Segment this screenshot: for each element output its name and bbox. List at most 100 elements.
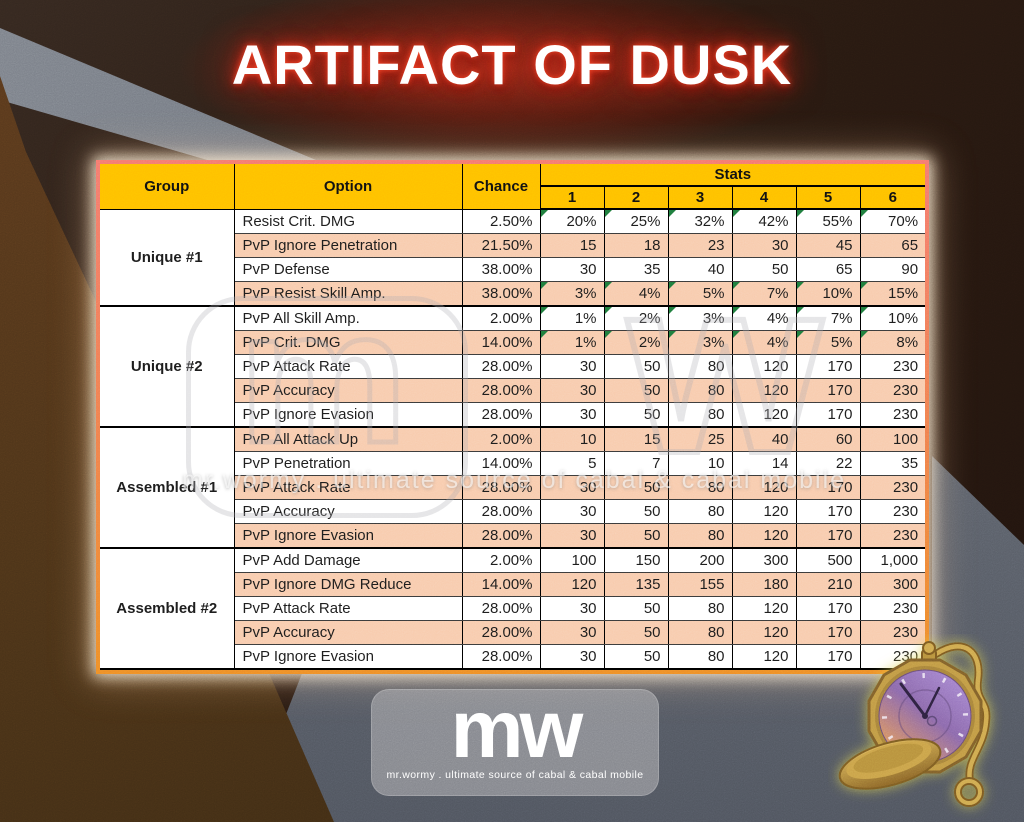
stat-cell: 120 — [732, 620, 797, 645]
stat-cell: 30 — [540, 644, 605, 670]
stat-cell: 50 — [604, 523, 669, 549]
stat-cell: 80 — [668, 644, 733, 670]
stat-cell: 30 — [732, 233, 797, 258]
option-cell: PvP Attack Rate — [234, 354, 463, 379]
stat-cell: 14 — [732, 451, 797, 476]
chance-cell: 28.00% — [462, 644, 541, 670]
option-cell: PvP Accuracy — [234, 499, 463, 524]
stat-cell: 120 — [732, 402, 797, 428]
stat-cell: 7% — [796, 306, 861, 331]
stat-cell: 30 — [540, 620, 605, 645]
stat-cell: 1% — [540, 306, 605, 331]
chance-cell: 28.00% — [462, 378, 541, 403]
stat-cell: 5% — [668, 281, 733, 307]
stat-cell: 40 — [668, 257, 733, 282]
mw-logo: mw — [450, 684, 584, 775]
group-cell: Unique #2 — [100, 306, 235, 428]
stat-cell: 1,000 — [860, 548, 926, 573]
chance-cell: 2.00% — [462, 427, 541, 452]
stat-cell: 8% — [860, 330, 926, 355]
stat-cell: 230 — [860, 475, 926, 500]
stat-cell: 100 — [860, 427, 926, 452]
stat-cell: 65 — [796, 257, 861, 282]
stat-cell: 120 — [732, 596, 797, 621]
stat-cell: 170 — [796, 523, 861, 549]
pocket-watch-icon — [838, 641, 991, 807]
stat-cell: 230 — [860, 378, 926, 403]
stat-cell: 230 — [860, 499, 926, 524]
stat-cell: 70% — [860, 209, 926, 234]
stat-cell: 7% — [732, 281, 797, 307]
logo-tagline: mr.wormy . ultimate source of cabal & ca… — [386, 769, 644, 781]
stat-cell: 15 — [540, 233, 605, 258]
stat-cell: 32% — [668, 209, 733, 234]
stats-table-body: Unique #1 Resist Crit. DMG 2.50% 20% 25% 32% 4… — [100, 209, 926, 670]
stat-cell: 200 — [668, 548, 733, 573]
stat-cell: 30 — [540, 378, 605, 403]
stat-cell: 170 — [796, 378, 861, 403]
stat-cell: 50 — [604, 620, 669, 645]
table-row: Assembled #2 PvP Add Damage 2.00% 100 150 200… — [100, 548, 926, 670]
stat-level-header: 1 — [540, 186, 605, 210]
stat-cell: 170 — [796, 499, 861, 524]
group-cell: Unique #1 — [100, 209, 235, 307]
stat-cell: 3% — [668, 306, 733, 331]
stat-cell: 2% — [604, 306, 669, 331]
stat-cell: 30 — [540, 499, 605, 524]
stat-level-header: 5 — [796, 186, 861, 210]
chance-cell: 14.00% — [462, 572, 541, 597]
stat-cell: 10 — [668, 451, 733, 476]
stat-cell: 55% — [796, 209, 861, 234]
stat-cell: 25% — [604, 209, 669, 234]
stat-cell: 170 — [796, 475, 861, 500]
stat-cell: 500 — [796, 548, 861, 573]
option-cell: PvP All Attack Up — [234, 427, 463, 452]
chance-cell: 14.00% — [462, 451, 541, 476]
option-cell: PvP Attack Rate — [234, 596, 463, 621]
group-cell: Assembled #2 — [100, 548, 235, 670]
stat-cell: 1% — [540, 330, 605, 355]
stat-cell: 80 — [668, 378, 733, 403]
option-cell: PvP All Skill Amp. — [234, 306, 463, 331]
stat-cell: 80 — [668, 620, 733, 645]
stat-cell: 170 — [796, 596, 861, 621]
chance-cell: 14.00% — [462, 330, 541, 355]
stat-cell: 30 — [540, 475, 605, 500]
option-cell: PvP Ignore Evasion — [234, 644, 463, 670]
option-cell: PvP Accuracy — [234, 378, 463, 403]
group-cell: Assembled #1 — [100, 427, 235, 549]
stat-cell: 170 — [796, 402, 861, 428]
chance-cell: 38.00% — [462, 281, 541, 307]
stat-cell: 50 — [604, 499, 669, 524]
stat-cell: 40 — [732, 427, 797, 452]
stat-cell: 10% — [860, 306, 926, 331]
stat-cell: 120 — [732, 523, 797, 549]
option-cell: PvP Accuracy — [234, 620, 463, 645]
page-title: ARTIFACT OF DUSK — [231, 33, 793, 96]
option-cell: PvP Defense — [234, 257, 463, 282]
stat-cell: 230 — [860, 354, 926, 379]
stat-cell: 15% — [860, 281, 926, 307]
stat-cell: 80 — [668, 596, 733, 621]
option-cell: PvP Add Damage — [234, 548, 463, 573]
option-cell: Resist Crit. DMG — [234, 209, 463, 234]
stat-cell: 5 — [540, 451, 605, 476]
chance-cell: 28.00% — [462, 620, 541, 645]
stat-cell: 120 — [732, 378, 797, 403]
stat-cell: 30 — [540, 402, 605, 428]
chance-cell: 28.00% — [462, 523, 541, 549]
stat-cell: 3% — [668, 330, 733, 355]
chance-cell: 21.50% — [462, 233, 541, 258]
stat-cell: 18 — [604, 233, 669, 258]
stat-cell: 10% — [796, 281, 861, 307]
option-cell: PvP Ignore Evasion — [234, 402, 463, 428]
stat-cell: 23 — [668, 233, 733, 258]
stat-cell: 80 — [668, 354, 733, 379]
stat-cell: 30 — [540, 354, 605, 379]
option-cell: PvP Ignore Evasion — [234, 523, 463, 549]
stat-cell: 50 — [732, 257, 797, 282]
chance-cell: 2.00% — [462, 548, 541, 573]
stat-cell: 20% — [540, 209, 605, 234]
chance-cell: 2.50% — [462, 209, 541, 234]
option-cell: PvP Penetration — [234, 451, 463, 476]
